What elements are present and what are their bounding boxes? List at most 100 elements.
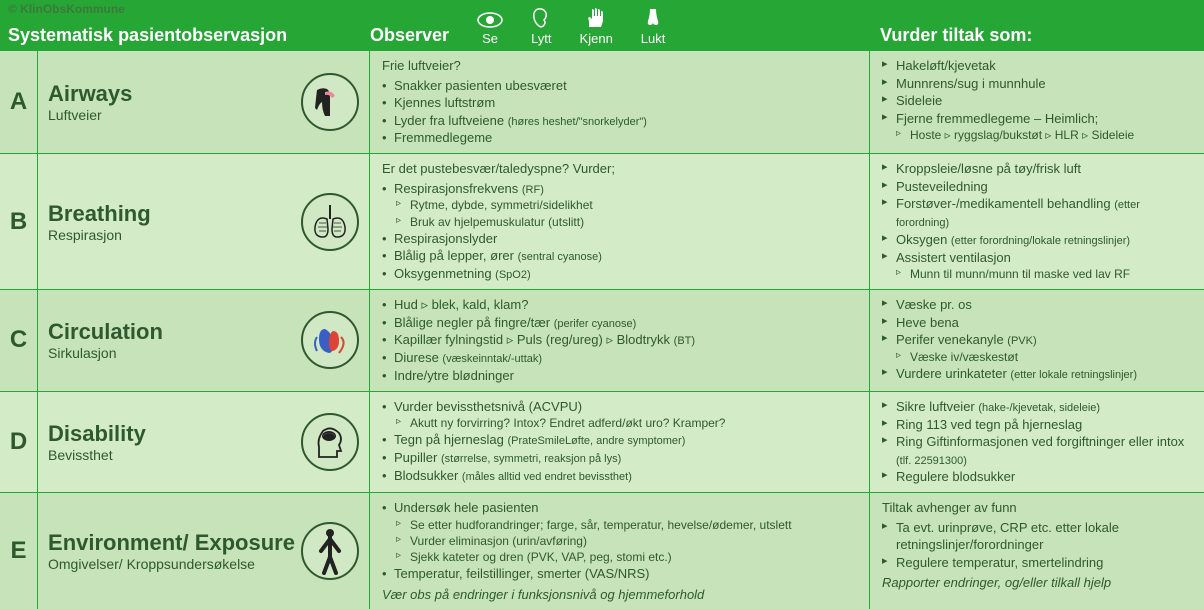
row-letter: A bbox=[0, 51, 38, 153]
observer-cell: Vurder bevissthetsnivå (ACVPU)Akutt ny f… bbox=[370, 392, 870, 492]
observer-cell: Er det pustebesvær/taledyspne? Vurder; Re… bbox=[370, 154, 870, 289]
action-bullet: Ring Giftinformasjonen ved forgiftninger… bbox=[882, 433, 1192, 468]
sense-se: Se bbox=[477, 11, 503, 46]
abcde-row-D: D Disability Bevissthet Vurder bevissthe… bbox=[0, 391, 1204, 492]
action-bullet: Pusteveiledning bbox=[882, 178, 1192, 196]
row-icon bbox=[301, 311, 359, 369]
action-bullet: Ta evt. urinprøve, CRP etc. etter lokale… bbox=[882, 519, 1192, 554]
row-title-sub: Bevissthet bbox=[48, 447, 301, 463]
observer-bullet: Fremmedlegeme bbox=[382, 129, 857, 147]
row-letter: E bbox=[0, 493, 38, 609]
row-letter: B bbox=[0, 154, 38, 289]
observer-bullet: Blålig på lepper, ører (sentral cyanose) bbox=[382, 247, 857, 265]
action-sub-bullet: Væske iv/væskestøt bbox=[882, 349, 1192, 365]
row-title-cell: Airways Luftveier bbox=[38, 51, 370, 153]
action-cell: Hakeløft/kjevetakMunnrens/sug i munnhule… bbox=[870, 51, 1204, 153]
action-cell: Sikre luftveier (hake-/kjevetak, sidelei… bbox=[870, 392, 1204, 492]
action-bullet: Munnrens/sug i munnhule bbox=[882, 75, 1192, 93]
row-title-main: Breathing bbox=[48, 201, 301, 227]
row-title-sub: Omgivelser/ Kroppsundersøkelse bbox=[48, 556, 301, 572]
row-title-main: Circulation bbox=[48, 319, 301, 345]
row-icon bbox=[301, 73, 359, 131]
abcde-row-C: C Circulation Sirkulasjon Hud ▹ blek, ka… bbox=[0, 289, 1204, 391]
observer-cell: Hud ▹ blek, kald, klam?Blålige negler på… bbox=[370, 290, 870, 391]
action-cell: Tiltak avhenger av funn Ta evt. urinprøve… bbox=[870, 493, 1204, 609]
observer-label: Observer bbox=[370, 25, 449, 46]
observer-bullet: Kjennes luftstrøm bbox=[382, 94, 857, 112]
observer-sub-bullet: Vurder eliminasjon (urin/avføring) bbox=[382, 533, 857, 549]
observer-bullet: Pupiller (størrelse, symmetri, reaksjon … bbox=[382, 449, 857, 467]
header-observer: Observer Se Lytt Kjenn Lukt bbox=[370, 7, 870, 46]
action-bullet: Assistert ventilasjon bbox=[882, 249, 1192, 267]
action-bullet: Kroppsleie/løsne på tøy/frisk luft bbox=[882, 160, 1192, 178]
observer-bullet: Blålige negler på fingre/tær (perifer cy… bbox=[382, 314, 857, 332]
action-bullet: Fjerne fremmedlegeme – Heimlich; bbox=[882, 110, 1192, 128]
observer-bullet: Tegn på hjerneslag (PrateSmileLøfte, and… bbox=[382, 431, 857, 449]
observer-sub-bullet: Se etter hudforandringer; farge, sår, te… bbox=[382, 517, 857, 533]
observer-bullet: Blodsukker (måles alltid ved endret bevi… bbox=[382, 467, 857, 485]
row-title-main: Airways bbox=[48, 81, 301, 107]
action-bullet: Hakeløft/kjevetak bbox=[882, 57, 1192, 75]
row-title-main: Disability bbox=[48, 421, 301, 447]
abcde-row-E: E Environment/ Exposure Omgivelser/ Krop… bbox=[0, 492, 1204, 609]
abcde-row-B: B Breathing Respirasjon Er det pustebesv… bbox=[0, 153, 1204, 289]
observer-sub-bullet: Rytme, dybde, symmetri/sidelikhet bbox=[382, 197, 857, 213]
row-title-cell: Disability Bevissthet bbox=[38, 392, 370, 492]
row-title-sub: Respirasjon bbox=[48, 227, 301, 243]
sense-kjenn: Kjenn bbox=[580, 7, 613, 46]
sense-lukt: Lukt bbox=[641, 7, 666, 46]
observer-bullet: Indre/ytre blødninger bbox=[382, 367, 857, 385]
header-actions: Vurder tiltak som: bbox=[870, 25, 1204, 46]
actions-intro: Tiltak avhenger av funn bbox=[882, 499, 1192, 517]
header-title: Systematisk pasientobservasjon bbox=[0, 25, 370, 46]
action-bullet: Oksygen (etter forordning/lokale retning… bbox=[882, 231, 1192, 249]
observer-bullet: Kapillær fylningstid ▹ Puls (reg/ureg) ▹… bbox=[382, 331, 857, 349]
row-title-cell: Circulation Sirkulasjon bbox=[38, 290, 370, 391]
observer-intro: Er det pustebesvær/taledyspne? Vurder; bbox=[382, 160, 857, 178]
row-letter: C bbox=[0, 290, 38, 391]
observer-sub-bullet: Sjekk kateter og dren (PVK, VAP, peg, st… bbox=[382, 549, 857, 565]
sense-lytt: Lytt bbox=[531, 7, 551, 46]
action-sub-bullet: Munn til munn/munn til maske ved lav RF bbox=[882, 266, 1192, 282]
row-icon bbox=[301, 522, 359, 580]
observer-bullet: Respirasjonslyder bbox=[382, 230, 857, 248]
row-title-sub: Luftveier bbox=[48, 107, 301, 123]
observer-intro: Frie luftveier? bbox=[382, 57, 857, 75]
action-bullet: Regulere temperatur, smertelindring bbox=[882, 554, 1192, 572]
row-title-sub: Sirkulasjon bbox=[48, 345, 301, 361]
observer-bullet: Snakker pasienten ubesværet bbox=[382, 77, 857, 95]
action-bullet: Sikre luftveier (hake-/kjevetak, sidelei… bbox=[882, 398, 1192, 416]
abcde-chart: © KlinObsKommune Systematisk pasientobse… bbox=[0, 0, 1204, 606]
action-cell: Kroppsleie/løsne på tøy/frisk luftPustev… bbox=[870, 154, 1204, 289]
header-row: Systematisk pasientobservasjon Observer … bbox=[0, 0, 1204, 50]
observer-bullet: Respirasjonsfrekvens (RF) bbox=[382, 180, 857, 198]
observer-sub-bullet: Bruk av hjelpemuskulatur (utslitt) bbox=[382, 214, 857, 230]
action-bullet: Vurdere urinkateter (etter lokale retnin… bbox=[882, 365, 1192, 383]
action-bullet: Væske pr. os bbox=[882, 296, 1192, 314]
row-title-cell: Breathing Respirasjon bbox=[38, 154, 370, 289]
observer-bullet: Oksygenmetning (SpO2) bbox=[382, 265, 857, 283]
row-title-cell: Environment/ Exposure Omgivelser/ Kropps… bbox=[38, 493, 370, 609]
observer-bullet: Diurese (væskeinntak/-uttak) bbox=[382, 349, 857, 367]
action-bullet: Heve bena bbox=[882, 314, 1192, 332]
observer-cell: Undersøk hele pasientenSe etter hudforan… bbox=[370, 493, 870, 609]
row-icon bbox=[301, 413, 359, 471]
action-bullet: Regulere blodsukker bbox=[882, 468, 1192, 486]
row-title-main: Environment/ Exposure bbox=[48, 530, 301, 556]
action-bullet: Sideleie bbox=[882, 92, 1192, 110]
copyright-text: © KlinObsKommune bbox=[8, 2, 125, 16]
observer-cell: Frie luftveier? Snakker pasienten ubesvær… bbox=[370, 51, 870, 153]
action-bullet: Ring 113 ved tegn på hjerneslag bbox=[882, 416, 1192, 434]
action-sub-bullet: Hoste ▹ ryggslag/bukstøt ▹ HLR ▹ Sidelei… bbox=[882, 127, 1192, 143]
observer-bullet: Vurder bevissthetsnivå (ACVPU) bbox=[382, 398, 857, 416]
observer-sub-bullet: Akutt ny forvirring? Intox? Endret adfer… bbox=[382, 415, 857, 431]
observer-footer: Vær obs på endringer i funksjonsnivå og … bbox=[382, 586, 857, 604]
action-bullet: Forstøver-/medikamentell behandling (ett… bbox=[882, 195, 1192, 231]
action-cell: Væske pr. osHeve benaPerifer venekanyle … bbox=[870, 290, 1204, 391]
observer-bullet: Hud ▹ blek, kald, klam? bbox=[382, 296, 857, 314]
row-icon bbox=[301, 193, 359, 251]
row-letter: D bbox=[0, 392, 38, 492]
observer-bullet: Lyder fra luftveiene (høres heshet/"snor… bbox=[382, 112, 857, 130]
action-bullet: Perifer venekanyle (PVK) bbox=[882, 331, 1192, 349]
observer-bullet: Temperatur, feilstillinger, smerter (VAS… bbox=[382, 565, 857, 583]
